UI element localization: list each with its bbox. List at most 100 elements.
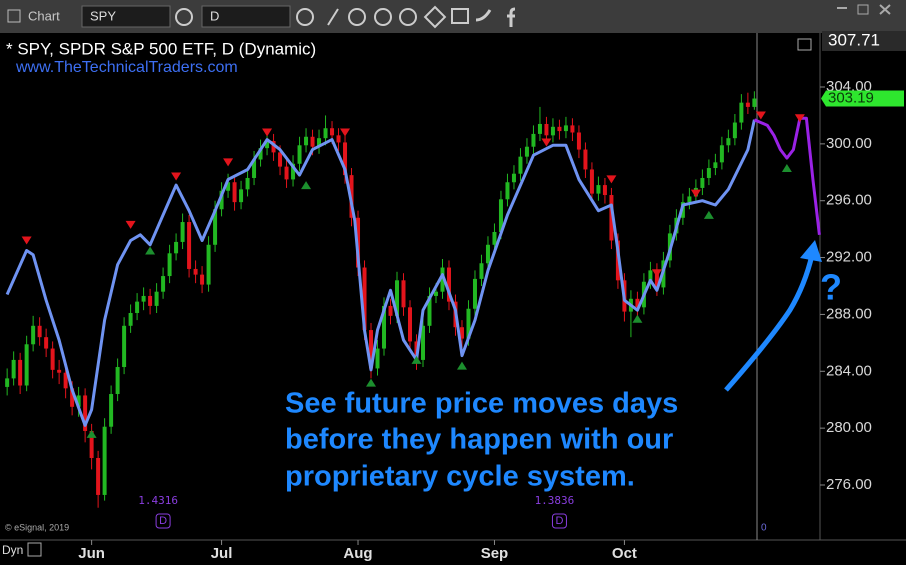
annotation: before they happen with our (285, 424, 673, 456)
y-tick-label: 284.00 (826, 362, 872, 379)
signal-marker (755, 111, 766, 120)
x-tick-label: Oct (612, 545, 637, 562)
candle-body (18, 359, 23, 386)
y-tick-label: 296.00 (826, 192, 872, 209)
study-marker: D (555, 515, 563, 527)
candle-body (498, 199, 503, 232)
candle-body (76, 395, 81, 407)
signal-marker (86, 429, 97, 438)
candle-body (70, 388, 75, 407)
candle-body (291, 163, 296, 180)
facebook-icon[interactable] (507, 7, 516, 27)
candle-body (200, 274, 205, 285)
note-icon[interactable] (451, 8, 469, 24)
candle-body (433, 291, 438, 296)
candle-body (122, 325, 127, 368)
candle-body (174, 241, 179, 254)
candle-body (148, 295, 153, 306)
study-label: 1.4316 (138, 494, 178, 507)
candle-body (511, 173, 516, 183)
signal-marker (411, 355, 422, 364)
x-tick-label: Jun (78, 545, 105, 562)
candle-body (24, 344, 29, 386)
close[interactable] (879, 4, 891, 15)
question-mark: ? (820, 267, 842, 308)
candle-body (109, 394, 114, 427)
interval-input[interactable] (201, 5, 291, 28)
candle-body (89, 430, 94, 458)
y-tick-label: 288.00 (826, 305, 872, 322)
study-box (551, 513, 567, 529)
signal-marker (781, 164, 792, 173)
candle-body (239, 189, 244, 203)
credit: © eSignal, 2019 (5, 522, 69, 532)
candle-body (388, 305, 393, 316)
x-tick-label: Sep (481, 545, 509, 562)
candle-body (161, 276, 166, 292)
candle-body (252, 159, 257, 178)
candle-body (323, 128, 328, 139)
candle-body (602, 185, 607, 196)
candle-body (11, 359, 16, 379)
draw-icon[interactable] (327, 8, 339, 26)
link-icon[interactable] (175, 8, 193, 26)
signal-marker (541, 138, 552, 147)
minimize[interactable] (837, 7, 847, 9)
candle-body (537, 123, 542, 134)
compare-icon[interactable] (374, 8, 392, 26)
signal-marker (145, 246, 156, 255)
window-button[interactable] (797, 38, 812, 51)
study-icon[interactable] (348, 8, 366, 26)
candle-body (219, 190, 224, 210)
alert-icon[interactable] (399, 8, 417, 26)
candle-body (180, 222, 185, 242)
candle-body (167, 253, 172, 277)
candle-body (700, 177, 705, 188)
candle-body (576, 132, 581, 150)
candle-body (420, 325, 425, 360)
candle-body (609, 195, 614, 241)
clock-icon[interactable] (296, 8, 314, 26)
symbol-input[interactable] (81, 5, 171, 28)
tag-icon[interactable] (423, 5, 447, 29)
candle-body (635, 298, 640, 308)
x-tick-label: Aug (343, 545, 372, 562)
signal-marker (632, 314, 643, 323)
candle-body (271, 141, 276, 153)
candle-body (732, 122, 737, 139)
signal-marker (262, 128, 273, 137)
cycle-line (753, 116, 821, 235)
candle-body (583, 149, 588, 170)
candle-body (485, 244, 490, 264)
candle-body (37, 325, 42, 338)
candle-body (440, 267, 445, 292)
arrow-head (800, 240, 822, 262)
candle-body (726, 138, 731, 146)
candle-body (135, 301, 140, 314)
candle-body (310, 136, 315, 147)
twitter-icon[interactable] (475, 9, 492, 22)
signal-marker (125, 220, 136, 229)
mode-icon[interactable] (27, 542, 42, 557)
candle-body (557, 126, 562, 132)
candle-body (745, 102, 750, 107)
candle-body (408, 307, 412, 342)
candle-body (50, 348, 55, 370)
candle-body (102, 426, 107, 495)
candle-body (297, 145, 302, 164)
candle-body (713, 162, 718, 169)
candle-body (479, 263, 484, 279)
cursor-price-label: 307.71 (828, 30, 880, 49)
candle-body (128, 313, 133, 326)
candle-body (395, 280, 400, 316)
maximize[interactable] (857, 4, 869, 15)
candle-body (544, 123, 549, 136)
candle-body (31, 325, 36, 345)
signal-marker (690, 189, 701, 198)
candle-body (245, 177, 250, 190)
annotation: See future price moves days (285, 388, 678, 420)
candle-body (654, 270, 659, 288)
candle-body (83, 395, 88, 431)
y-tick-label: 276.00 (826, 476, 872, 493)
